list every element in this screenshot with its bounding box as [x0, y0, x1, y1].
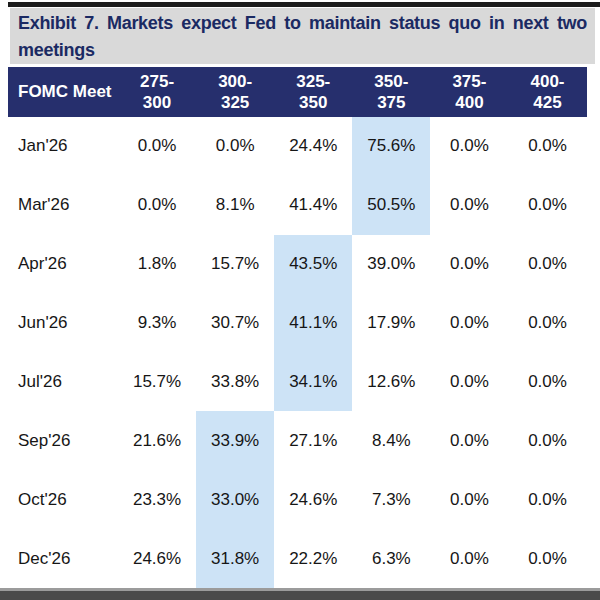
probability-cell: 0.0%	[430, 353, 508, 412]
probability-cell: 9.3%	[118, 294, 196, 353]
table-row: Jul'2615.7%33.8%34.1%12.6%0.0%0.0%	[8, 353, 587, 412]
column-header-range-bottom: 375	[377, 92, 405, 113]
probability-cell: 0.0%	[430, 117, 508, 176]
column-header-350-375: 350-375	[352, 67, 430, 117]
probability-cell: 15.7%	[118, 353, 196, 412]
table-row: Oct'2623.3%33.0%24.6%7.3%0.0%0.0%	[8, 470, 587, 529]
column-header-range-bottom: 350	[299, 92, 327, 113]
probability-cell: 12.6%	[352, 353, 430, 412]
probability-cell: 6.3%	[352, 529, 430, 588]
row-label-meeting: Jul'26	[8, 353, 118, 412]
column-header-range-bottom: 300	[143, 92, 171, 113]
column-header-range-top: 400-	[531, 71, 565, 92]
column-header-400-425: 400-425	[508, 67, 586, 117]
probability-cell-highlighted: 43.5%	[274, 235, 352, 294]
column-header-range-top: 275-	[140, 71, 174, 92]
probability-cell: 0.0%	[508, 470, 586, 529]
probability-cell-highlighted: 50.5%	[352, 176, 430, 235]
table-row: Dec'2624.6%31.8%22.2%6.3%0.0%0.0%	[8, 529, 587, 588]
row-label-meeting: Jun'26	[8, 294, 118, 353]
row-label-meeting: Apr'26	[8, 235, 118, 294]
probability-cell: 22.2%	[274, 529, 352, 588]
probability-cell: 24.4%	[274, 117, 352, 176]
probability-cell: 15.7%	[196, 235, 274, 294]
probability-cell: 23.3%	[118, 470, 196, 529]
table-row: Jan'260.0%0.0%24.4%75.6%0.0%0.0%	[8, 117, 587, 176]
probability-cell: 0.0%	[508, 411, 586, 470]
column-header-325-350: 325-350	[274, 67, 352, 117]
probability-cell: 0.0%	[430, 176, 508, 235]
probability-cell: 30.7%	[196, 294, 274, 353]
probability-cell-highlighted: 34.1%	[274, 353, 352, 412]
column-header-range-bottom: 425	[533, 92, 561, 113]
probability-cell: 1.8%	[118, 235, 196, 294]
probability-cell: 0.0%	[508, 529, 586, 588]
probability-cell-highlighted: 33.9%	[196, 411, 274, 470]
column-header-375-400: 375-400	[430, 67, 508, 117]
table-row: Jun'269.3%30.7%41.1%17.9%0.0%0.0%	[8, 294, 587, 353]
table-row: Mar'260.0%8.1%41.4%50.5%0.0%0.0%	[8, 176, 587, 235]
probability-cell: 0.0%	[508, 294, 586, 353]
row-label-meeting: Oct'26	[8, 470, 118, 529]
exhibit-title: Exhibit 7. Markets expect Fed to maintai…	[10, 8, 595, 64]
row-label-meeting: Mar'26	[8, 176, 118, 235]
table-body: Jan'260.0%0.0%24.4%75.6%0.0%0.0%Mar'260.…	[8, 117, 587, 588]
probability-cell-highlighted: 75.6%	[352, 117, 430, 176]
probability-cell: 0.0%	[430, 235, 508, 294]
column-header-range-top: 325-	[296, 71, 330, 92]
probability-cell: 0.0%	[118, 117, 196, 176]
probability-cell: 0.0%	[430, 529, 508, 588]
column-header-300-325: 300-325	[196, 67, 274, 117]
column-header-range-top: 375-	[452, 71, 486, 92]
column-header-275-300: 275-300	[118, 67, 196, 117]
probability-cell: 27.1%	[274, 411, 352, 470]
column-header-range-top: 300-	[218, 71, 252, 92]
row-label-meeting: Jan'26	[8, 117, 118, 176]
column-header-range-top: 350-	[374, 71, 408, 92]
probability-cell-highlighted: 31.8%	[196, 529, 274, 588]
probability-cell: 0.0%	[508, 117, 586, 176]
bottom-border-bar	[0, 588, 600, 600]
probability-cell: 0.0%	[508, 353, 586, 412]
probability-cell: 41.4%	[274, 176, 352, 235]
probability-cell: 8.4%	[352, 411, 430, 470]
top-border-bar	[8, 2, 600, 7]
probability-cell: 33.8%	[196, 353, 274, 412]
probability-cell: 0.0%	[508, 235, 586, 294]
probability-cell: 8.1%	[196, 176, 274, 235]
table-row: Apr'261.8%15.7%43.5%39.0%0.0%0.0%	[8, 235, 587, 294]
row-label-meeting: Sep'26	[8, 411, 118, 470]
exhibit-title-line2: meetings	[18, 37, 587, 64]
probability-cell: 0.0%	[430, 470, 508, 529]
table-header-row: FOMC Meet 275-300300-325325-350350-37537…	[8, 67, 587, 117]
column-header-range-bottom: 400	[455, 92, 483, 113]
probability-cell: 39.0%	[352, 235, 430, 294]
table-row: Sep'2621.6%33.9%27.1%8.4%0.0%0.0%	[8, 411, 587, 470]
probability-cell-highlighted: 33.0%	[196, 470, 274, 529]
fomc-probability-table: FOMC Meet 275-300300-325325-350350-37537…	[8, 67, 587, 588]
probability-cell: 0.0%	[430, 411, 508, 470]
probability-cell: 0.0%	[196, 117, 274, 176]
exhibit-title-line1: Exhibit 7. Markets expect Fed to maintai…	[18, 10, 587, 37]
probability-cell: 17.9%	[352, 294, 430, 353]
probability-cell: 0.0%	[430, 294, 508, 353]
probability-cell: 21.6%	[118, 411, 196, 470]
row-label-meeting: Dec'26	[8, 529, 118, 588]
probability-cell: 7.3%	[352, 470, 430, 529]
probability-cell: 24.6%	[118, 529, 196, 588]
column-header-range-bottom: 325	[221, 92, 249, 113]
exhibit-page: Exhibit 7. Markets expect Fed to maintai…	[0, 0, 600, 600]
probability-cell: 0.0%	[118, 176, 196, 235]
probability-cell: 0.0%	[508, 176, 586, 235]
probability-cell: 24.6%	[274, 470, 352, 529]
probability-cell-highlighted: 41.1%	[274, 294, 352, 353]
column-header-fomc-meet: FOMC Meet	[8, 67, 118, 117]
